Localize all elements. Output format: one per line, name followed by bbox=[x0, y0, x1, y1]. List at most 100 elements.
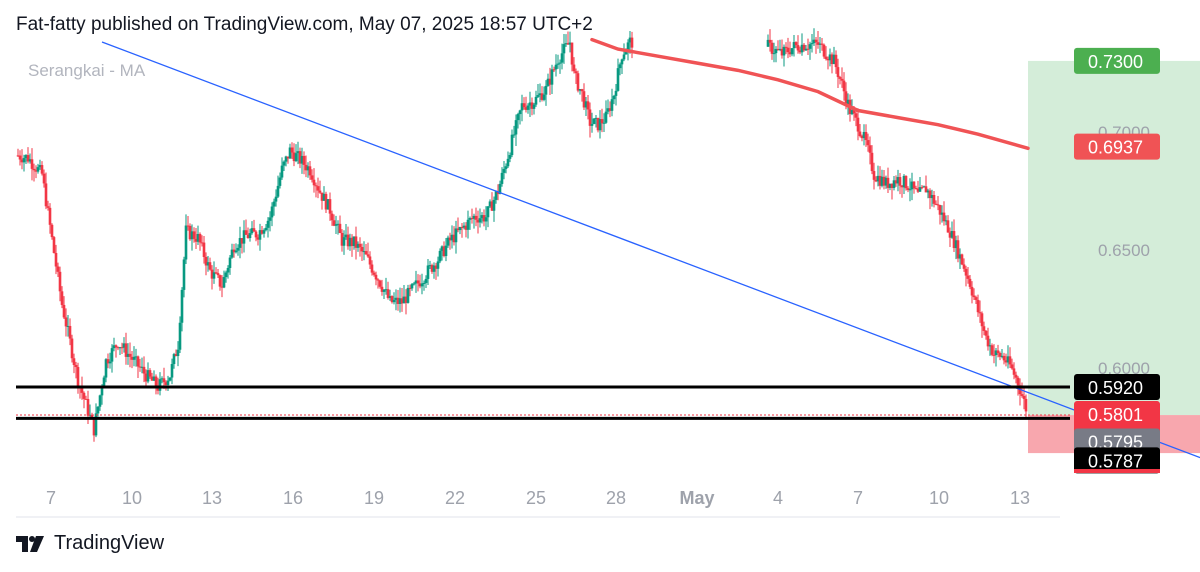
candle-body bbox=[912, 181, 916, 189]
candle-body bbox=[138, 366, 142, 368]
candle-body bbox=[474, 215, 478, 220]
candle-body bbox=[340, 232, 344, 246]
candle-body bbox=[224, 272, 228, 278]
candle-body bbox=[428, 265, 432, 267]
candle-body bbox=[594, 117, 598, 119]
candle-body bbox=[312, 179, 316, 186]
candle-body bbox=[406, 287, 410, 303]
candle-body bbox=[70, 338, 74, 359]
candle-body bbox=[832, 54, 836, 65]
candle-body bbox=[438, 250, 442, 262]
candle-body bbox=[398, 298, 402, 304]
candle-body bbox=[630, 37, 634, 48]
horizontal-levels[interactable] bbox=[16, 385, 1070, 420]
candle-body bbox=[776, 48, 780, 50]
x-tick-label: 7 bbox=[46, 488, 56, 508]
candle-body bbox=[38, 165, 42, 168]
candle-body bbox=[124, 343, 128, 357]
candle-body bbox=[470, 218, 474, 220]
candle-body bbox=[868, 145, 872, 153]
candle-body bbox=[402, 296, 406, 304]
candle-body bbox=[480, 215, 484, 219]
candle-body bbox=[904, 175, 908, 189]
candle-body bbox=[162, 378, 166, 383]
candle-body bbox=[862, 131, 866, 139]
candle-body bbox=[26, 155, 30, 162]
candle-body bbox=[560, 53, 564, 63]
candle-body bbox=[550, 69, 554, 85]
candle-body bbox=[870, 152, 874, 172]
candle-body bbox=[998, 353, 1002, 357]
candle-body bbox=[808, 44, 812, 49]
candle-body bbox=[462, 225, 466, 228]
candle-body bbox=[790, 48, 794, 55]
candle-body bbox=[914, 188, 918, 190]
candle-body bbox=[68, 325, 72, 339]
candle-body bbox=[94, 413, 98, 436]
candle-body bbox=[548, 78, 552, 85]
candle-body bbox=[458, 227, 462, 231]
candle-body bbox=[120, 347, 124, 349]
candle-body bbox=[262, 230, 266, 234]
candle-body bbox=[230, 249, 234, 258]
candle-body bbox=[538, 93, 542, 96]
candle-body bbox=[556, 63, 560, 65]
candle-body bbox=[1002, 355, 1006, 361]
candle-body bbox=[996, 350, 1000, 354]
candle-body bbox=[424, 278, 428, 283]
candle-body bbox=[250, 228, 254, 234]
candle-body bbox=[432, 265, 436, 272]
candle-body bbox=[226, 267, 230, 273]
candle-body bbox=[146, 370, 150, 382]
candle-body bbox=[288, 147, 292, 159]
candle-body bbox=[860, 135, 864, 139]
candle-body bbox=[332, 220, 336, 226]
candle-body bbox=[64, 317, 68, 327]
candle-body bbox=[426, 265, 430, 279]
candle-body bbox=[490, 201, 494, 211]
candle-body bbox=[326, 199, 330, 210]
candle-body bbox=[798, 50, 802, 53]
descending-trendline[interactable] bbox=[101, 41, 1200, 472]
candle-body bbox=[612, 95, 616, 100]
candle-body bbox=[864, 131, 868, 141]
candle-body bbox=[508, 155, 512, 159]
candle-body bbox=[330, 213, 334, 221]
candle-body bbox=[420, 283, 424, 287]
candle-body bbox=[100, 387, 104, 396]
candle-body bbox=[796, 45, 800, 51]
candle-body bbox=[352, 236, 356, 246]
candle-body bbox=[830, 54, 834, 65]
candle-body bbox=[186, 225, 190, 227]
candle-body bbox=[964, 268, 968, 276]
candle-body bbox=[614, 90, 618, 96]
candle-body bbox=[206, 262, 210, 266]
candle-body bbox=[180, 289, 184, 323]
candle-body bbox=[412, 283, 416, 285]
candle-body bbox=[958, 254, 962, 259]
candle-body bbox=[900, 185, 904, 188]
candle-body bbox=[946, 220, 950, 233]
candle-body bbox=[302, 155, 306, 165]
candle-body bbox=[852, 110, 856, 114]
candle-body bbox=[178, 322, 182, 350]
candle-body bbox=[580, 89, 584, 92]
candle-body bbox=[966, 275, 970, 279]
candle-body bbox=[198, 233, 202, 243]
candle-body bbox=[784, 46, 788, 48]
candle-body bbox=[510, 134, 514, 156]
candle-body bbox=[552, 69, 556, 71]
candle-body bbox=[82, 392, 86, 399]
candle-body bbox=[568, 42, 572, 45]
candle-body bbox=[28, 159, 32, 162]
candle-body bbox=[484, 217, 488, 222]
candle-body bbox=[602, 122, 606, 124]
candle-body bbox=[54, 252, 58, 267]
target-zone[interactable] bbox=[1028, 60, 1200, 416]
candle-body bbox=[346, 234, 350, 247]
candle-body bbox=[884, 177, 888, 186]
candle-body bbox=[974, 297, 978, 300]
candle-body bbox=[192, 231, 196, 239]
candle-body bbox=[102, 377, 106, 388]
